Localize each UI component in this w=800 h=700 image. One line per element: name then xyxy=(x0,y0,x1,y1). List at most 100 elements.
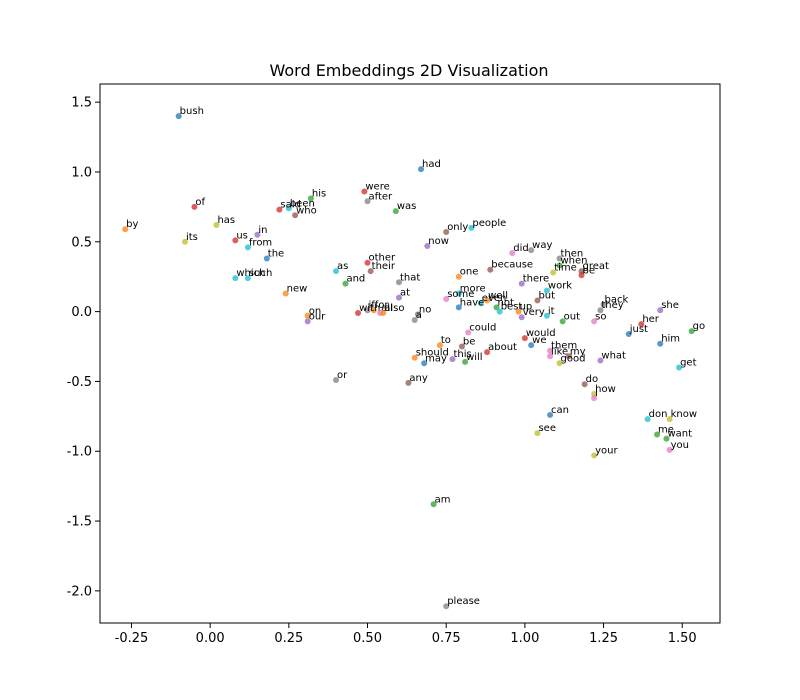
point-label-our: our xyxy=(309,311,326,322)
point-label-well: well xyxy=(488,290,508,301)
point-for xyxy=(370,307,377,314)
point-we xyxy=(528,342,535,349)
point-label-were: were xyxy=(365,182,389,193)
point-from xyxy=(244,244,251,251)
x-axis: -0.25 0.00 0.25 0.50 0.75 1.00 1.25 1.50 xyxy=(115,623,697,646)
point-were xyxy=(361,188,368,195)
point-label-best: best xyxy=(501,302,523,313)
point-other xyxy=(364,259,371,266)
point-label-on: on xyxy=(309,306,321,317)
point-label-even: even xyxy=(482,293,507,304)
point-label-been: been xyxy=(290,198,315,209)
point-label-up: up xyxy=(520,302,533,313)
point-about xyxy=(484,349,491,356)
point-label-some: some xyxy=(447,289,474,300)
point-label-which: which xyxy=(236,268,265,279)
point-no xyxy=(414,311,421,318)
point-the xyxy=(263,255,270,262)
point-be xyxy=(578,272,585,279)
point-you xyxy=(666,446,673,453)
point-label-at: at xyxy=(400,288,410,299)
point-label-after: after xyxy=(369,191,394,202)
point-label-such: such xyxy=(249,268,272,279)
point-should xyxy=(411,354,418,361)
point-label-do: do xyxy=(586,374,598,385)
point-him xyxy=(657,340,664,347)
point-out xyxy=(559,318,566,325)
x-tick-label: 1.25 xyxy=(589,631,618,646)
x-tick-label: 0.25 xyxy=(274,631,303,646)
point-label-i: i xyxy=(595,388,598,399)
point-label-go: go xyxy=(693,321,705,332)
point-new xyxy=(282,290,289,297)
point-label-who: who xyxy=(296,205,317,216)
point-it xyxy=(543,312,550,319)
point-label-be: be xyxy=(463,337,476,348)
point-of xyxy=(191,203,198,210)
point-label-in: in xyxy=(258,225,267,236)
point-back xyxy=(600,301,607,308)
point-even xyxy=(477,300,484,307)
point-time xyxy=(550,269,557,276)
point-label-or: or xyxy=(337,370,348,381)
point-label-now: now xyxy=(428,236,449,247)
point-label-see: see xyxy=(538,423,556,434)
point-to xyxy=(436,342,443,349)
point-that xyxy=(395,279,402,286)
point-do xyxy=(581,381,588,388)
point-don xyxy=(644,416,651,423)
point-label-could: could xyxy=(469,323,496,334)
point-label-they: they xyxy=(601,300,623,311)
point-well xyxy=(484,297,491,304)
point-label-had: had xyxy=(422,159,441,170)
point-label-back: back xyxy=(605,295,629,306)
x-tick-label: 0.00 xyxy=(196,631,225,646)
point-label-only: only xyxy=(447,222,468,233)
point-label-would: would xyxy=(526,328,556,339)
point-have xyxy=(455,304,462,311)
point-label-for: for xyxy=(375,300,390,311)
point-label-your: your xyxy=(595,445,618,456)
point-label-there: there xyxy=(523,274,549,285)
point-she xyxy=(657,307,664,314)
point-label-out: out xyxy=(564,311,580,322)
point-label-their: their xyxy=(372,261,396,272)
point-label-us: us xyxy=(236,230,248,241)
point-will xyxy=(462,358,469,365)
point-label-so: so xyxy=(595,311,606,322)
point-in xyxy=(254,231,261,238)
point-this xyxy=(449,356,456,363)
point-label-work: work xyxy=(548,281,572,292)
y-tick-label: -1.0 xyxy=(67,445,92,460)
point-label-we: we xyxy=(532,335,546,346)
point-label-then: then xyxy=(560,249,583,260)
point-and xyxy=(342,280,349,287)
point-label-any: any xyxy=(409,373,427,384)
point-up xyxy=(515,308,522,315)
x-tick-label: 1.00 xyxy=(510,631,539,646)
point-then xyxy=(556,255,563,262)
point-label-am: am xyxy=(435,494,451,505)
x-tick-label: 0.50 xyxy=(353,631,382,646)
point-label-that: that xyxy=(400,272,420,283)
point-when xyxy=(556,262,563,269)
point-label-not: not xyxy=(498,297,514,308)
point-label-from: from xyxy=(249,237,272,248)
point-label-said: said xyxy=(280,200,300,211)
point-may xyxy=(421,360,428,367)
point-label-will: will xyxy=(466,352,483,363)
point-label-one: one xyxy=(460,267,479,278)
point-label-way: way xyxy=(532,240,552,251)
point-one xyxy=(455,273,462,280)
point-work xyxy=(543,287,550,294)
point-label-may: may xyxy=(425,353,447,364)
point-be xyxy=(458,343,465,350)
point-label-don: don xyxy=(649,409,668,420)
point-us xyxy=(232,237,239,244)
point-am xyxy=(430,501,437,508)
y-tick-label: 0.0 xyxy=(71,305,92,320)
point-label-please: please xyxy=(447,596,480,607)
y-tick-label: 1.5 xyxy=(71,96,92,111)
